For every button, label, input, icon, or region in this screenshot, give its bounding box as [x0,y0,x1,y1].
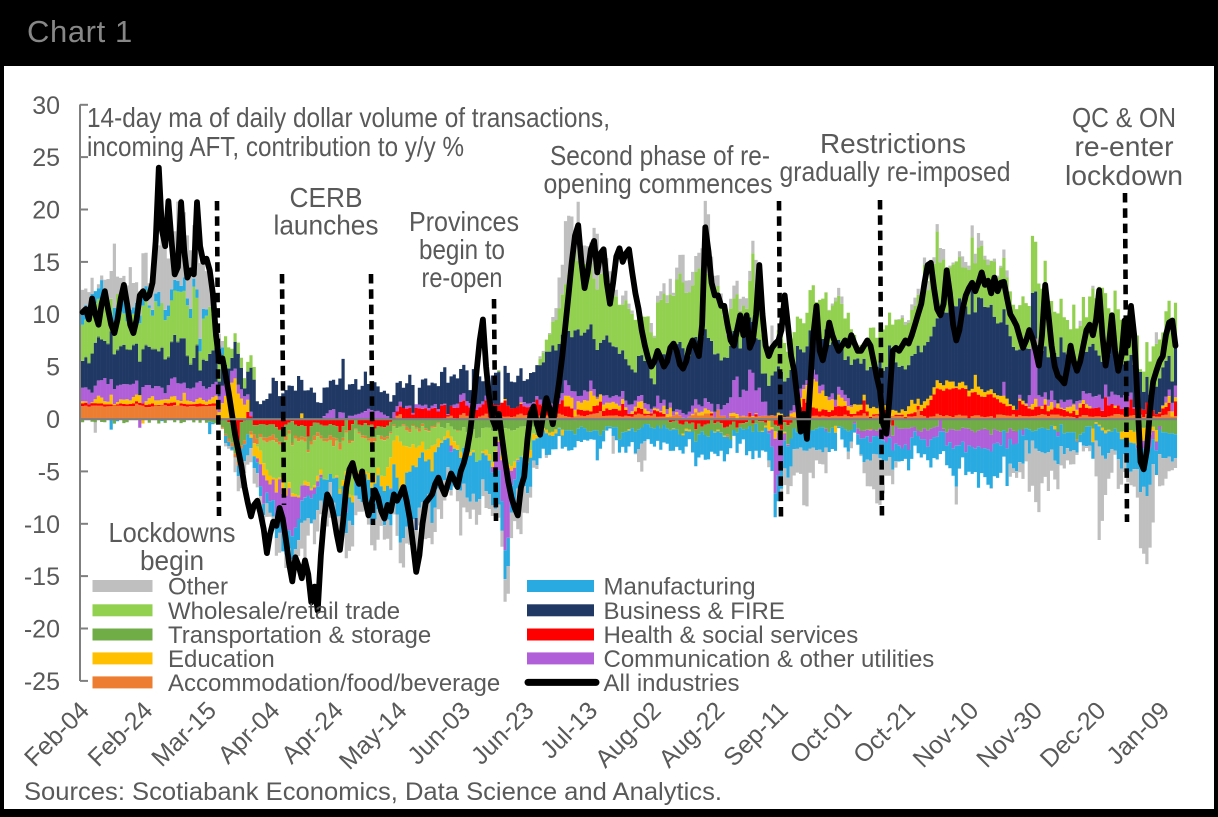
svg-text:Mar-15: Mar-15 [146,696,222,772]
svg-text:Oct-01: Oct-01 [784,696,857,769]
svg-text:opening commences: opening commences [544,168,773,199]
svg-text:Feb-04: Feb-04 [19,696,95,772]
svg-text:-20: -20 [24,616,60,644]
svg-text:Accommodation/food/beverage: Accommodation/food/beverage [168,670,500,697]
svg-text:10: 10 [32,301,60,329]
svg-text:Apr-04: Apr-04 [213,696,286,769]
svg-text:Health & social services: Health & social services [604,622,859,649]
svg-text:Sources: Scotiabank Economics,: Sources: Scotiabank Economics, Data Scie… [24,778,722,806]
svg-text:Wholesale/retail trade: Wholesale/retail trade [168,598,400,625]
svg-text:incoming AFT, contribution to: incoming AFT, contribution to y/y % [87,131,464,162]
svg-text:14-day ma of daily dollar volu: 14-day ma of daily dollar volume of tran… [87,102,610,133]
svg-text:Feb-24: Feb-24 [83,696,159,772]
svg-text:0: 0 [46,406,60,434]
svg-text:Manufacturing: Manufacturing [604,574,756,601]
svg-text:re-open: re-open [422,262,503,293]
svg-text:5: 5 [46,354,60,382]
svg-text:Transportation & storage: Transportation & storage [168,622,431,649]
svg-text:15: 15 [32,249,60,277]
svg-text:-15: -15 [24,563,60,591]
svg-text:Sep-11: Sep-11 [718,696,793,771]
svg-text:Nov-10: Nov-10 [908,696,985,773]
svg-text:-10: -10 [24,511,60,539]
svg-text:Nov-30: Nov-30 [971,696,1048,773]
svg-text:Provinces: Provinces [409,206,519,237]
svg-text:-5: -5 [38,458,60,486]
svg-text:Jun-03: Jun-03 [402,696,476,770]
svg-text:Communication & other utilitie: Communication & other utilities [604,646,935,673]
svg-text:Jan-09: Jan-09 [1101,696,1175,770]
svg-text:launches: launches [274,210,379,241]
svg-text:20: 20 [32,197,60,225]
svg-text:May-14: May-14 [334,696,413,775]
svg-text:CERB: CERB [290,182,363,213]
svg-text:All industries: All industries [604,670,740,697]
svg-text:25: 25 [32,144,60,172]
svg-text:lockdown: lockdown [1065,160,1183,191]
svg-text:Other: Other [168,574,228,601]
svg-text:Aug-22: Aug-22 [653,696,730,773]
svg-text:-25: -25 [24,668,60,696]
svg-text:Education: Education [168,646,275,673]
svg-text:Second phase of re-: Second phase of re- [550,140,770,171]
svg-text:Jun-23: Jun-23 [466,696,540,770]
svg-text:Dec-20: Dec-20 [1035,696,1112,773]
svg-text:begin to: begin to [419,234,505,265]
svg-text:Oct-21: Oct-21 [848,696,921,769]
svg-text:30: 30 [32,92,60,120]
svg-text:begin: begin [140,545,204,576]
svg-text:Aug-02: Aug-02 [590,696,667,773]
svg-text:QC & ON: QC & ON [1072,102,1176,133]
svg-text:gradually re-imposed: gradually re-imposed [780,156,1011,187]
svg-text:Restrictions: Restrictions [820,128,966,159]
svg-text:re-enter: re-enter [1075,131,1174,162]
svg-text:Lockdowns: Lockdowns [109,517,236,548]
svg-text:Business & FIRE: Business & FIRE [604,598,785,625]
